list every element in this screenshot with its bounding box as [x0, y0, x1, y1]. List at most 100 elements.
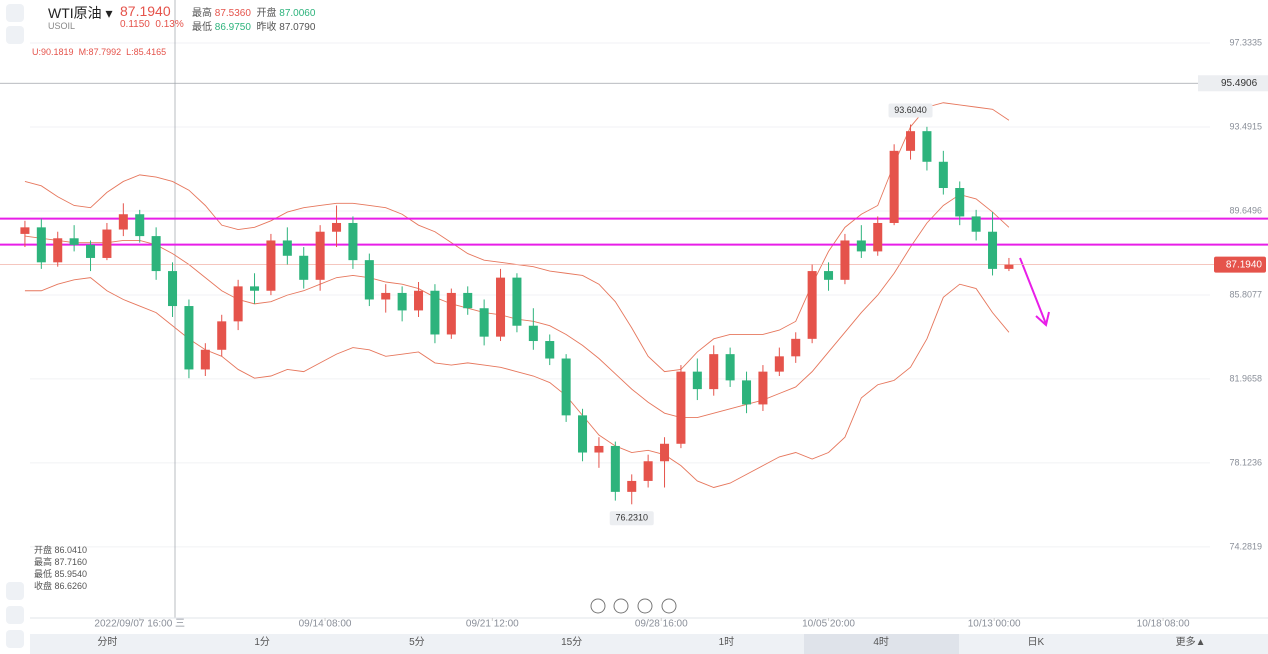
next[interactable]: [637, 598, 653, 614]
candle-body: [807, 271, 817, 339]
candle-body: [922, 131, 932, 162]
ohlc-box: 开盘 86.0410 最高 87.7160 最低 85.9540 收盘 86.6…: [34, 545, 88, 591]
candle-body: [856, 240, 866, 252]
candle-body: [955, 188, 965, 217]
arrow: [1019, 257, 1047, 325]
bands-legend: U:90.1819 M:87.7992 L:85.4165: [32, 47, 167, 57]
candle-body: [36, 227, 46, 263]
candle-body: [233, 286, 243, 322]
candle-body: [561, 358, 571, 416]
change: 0.1150 0.13%: [120, 19, 184, 30]
chart: 74.2819 78.1236 81.9658 85.8077 89.6496 93.49…: [0, 0, 1268, 630]
candle-body: [578, 415, 588, 453]
x-tick-label: 10/05 20:00: [802, 619, 855, 630]
period-tabs: 分时 1分 5分 15分 1时 4时 日K 更多▲: [30, 634, 1268, 654]
period-tab[interactable]: 5分: [409, 637, 425, 648]
candle-body: [791, 338, 801, 357]
x-tick-label: 10/13 00:00: [968, 619, 1021, 630]
x-tick-label: 09/14 08:00: [299, 619, 352, 630]
nav-buttons[interactable]: [590, 598, 677, 614]
price: 87.1940: [120, 3, 171, 19]
y-tick-label: 81.9658: [1229, 373, 1262, 383]
candle-body: [1004, 264, 1014, 269]
candle-body: [135, 214, 145, 237]
candle-body: [430, 290, 440, 335]
candle-body: [676, 371, 686, 444]
stat-high: 最高 87.5360 开盘 87.0060: [192, 8, 316, 19]
candle-body: [463, 292, 473, 309]
candle-body: [315, 231, 325, 280]
candle-body: [184, 306, 194, 370]
candle-body: [282, 240, 292, 256]
annotation: 93.6040: [894, 105, 927, 115]
zoom-in[interactable]: [661, 598, 677, 614]
candle-body: [627, 480, 637, 492]
period-tab[interactable]: 1时: [718, 637, 735, 648]
y-tick-label: 93.4915: [1229, 121, 1262, 131]
annotation: 76.2310: [615, 513, 648, 523]
x-tick-label: 09/21 12:00: [466, 619, 519, 630]
zoom-out[interactable]: [590, 598, 606, 614]
alert-label: 95.4906: [1221, 78, 1258, 89]
candle-body: [168, 271, 178, 307]
y-tick-label: 97.3335: [1229, 37, 1262, 47]
candle-body: [118, 214, 128, 230]
candle-body: [86, 244, 96, 258]
candle-body: [381, 292, 391, 300]
candle-body: [69, 238, 79, 245]
alert-tag: [1198, 75, 1268, 92]
period-tab[interactable]: 分时: [97, 637, 118, 648]
candle-body: [250, 286, 260, 291]
candle-body: [102, 229, 112, 258]
code: USOIL: [48, 21, 76, 31]
period-tab[interactable]: 15分: [561, 637, 583, 648]
close-button[interactable]: [6, 4, 24, 22]
candle-body: [988, 231, 998, 269]
candle-body: [332, 222, 342, 232]
candle-body: [496, 277, 506, 337]
candle-body: [938, 161, 948, 189]
candle-body: [364, 260, 374, 300]
candle-body: [414, 290, 424, 311]
candle-body: [151, 236, 161, 272]
candle-body: [594, 445, 604, 453]
candle-body: [971, 216, 981, 232]
y-tick-label: 89.6496: [1229, 205, 1262, 215]
candle-body: [692, 371, 702, 390]
price-tag: [1214, 256, 1266, 273]
pen-tool[interactable]: [6, 606, 24, 624]
annotation-box: [609, 511, 654, 526]
candle-body: [709, 354, 719, 390]
stat-low: 最低 86.9750 昨收 87.0790: [192, 22, 316, 33]
symbol[interactable]: WTI原油 ▾: [48, 5, 113, 21]
chart-tool[interactable]: [6, 630, 24, 648]
candle-body: [758, 371, 768, 405]
period-tab[interactable]: 更多▲: [1175, 637, 1206, 648]
candle-body: [20, 227, 30, 234]
candle-body: [873, 222, 883, 252]
candle-body: [512, 277, 522, 326]
y-tick-label: 74.2819: [1229, 541, 1262, 551]
candle-body: [545, 341, 555, 359]
candle-body: [53, 238, 63, 263]
y-tick-label: 85.8077: [1229, 289, 1262, 299]
period-tab[interactable]: 4时: [803, 634, 959, 654]
prev[interactable]: [613, 598, 629, 614]
candle-body: [266, 240, 276, 291]
draw-tool[interactable]: [6, 26, 24, 44]
period-tab[interactable]: 1分: [254, 637, 270, 648]
candle-body: [528, 325, 538, 342]
candle-body: [643, 461, 653, 481]
indicator-tool[interactable]: [6, 582, 24, 600]
candle-body: [446, 292, 456, 335]
annotation-box: [888, 103, 933, 118]
candle-body: [840, 240, 850, 280]
candle-body: [348, 222, 358, 261]
y-tick-label: 78.1236: [1229, 457, 1262, 467]
candle-body: [217, 321, 227, 350]
candle-body: [742, 380, 752, 405]
x-tick-label: 09/28 16:00: [635, 619, 688, 630]
period-tab[interactable]: 日K: [1027, 637, 1045, 648]
x-tick-label: 2022/09/07 16:00 三: [94, 619, 185, 630]
